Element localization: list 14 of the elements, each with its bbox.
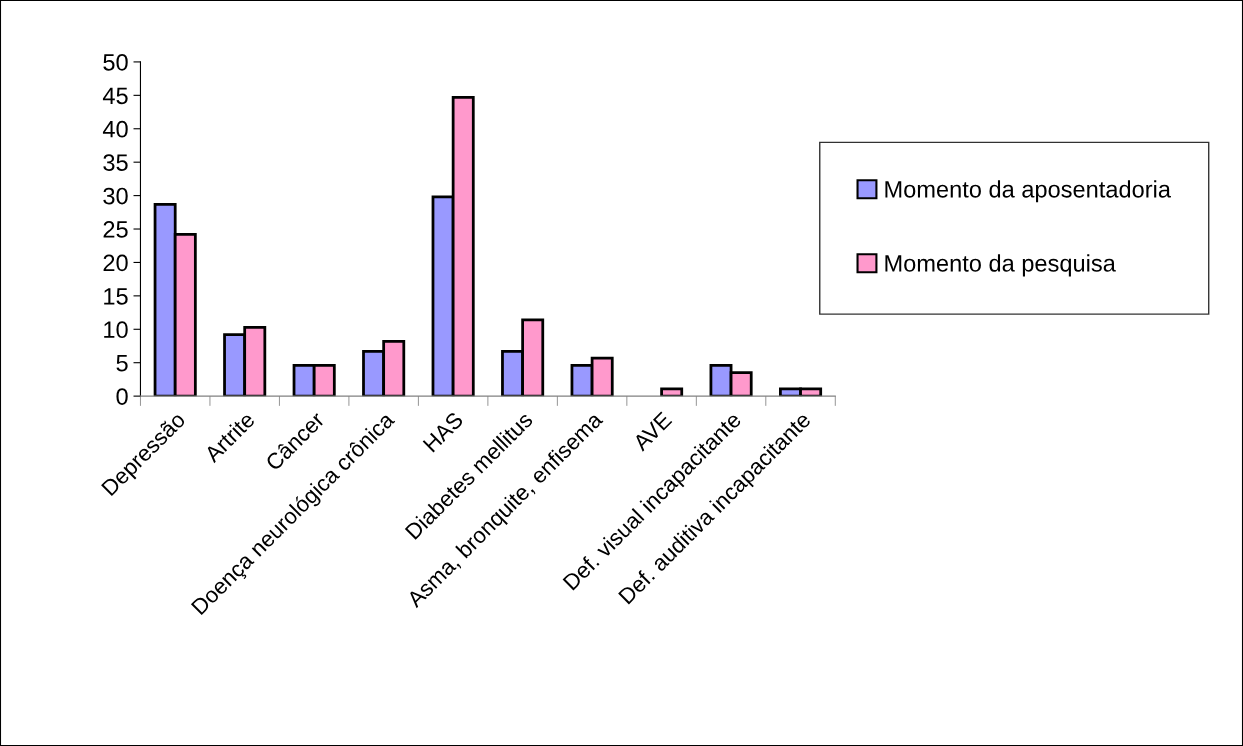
legend-label: Momento da aposentadoria: [885, 180, 1171, 203]
y-tick-label: 25: [103, 221, 128, 238]
y-tick-label: 45: [102, 87, 128, 105]
y-tick-label: 20: [103, 254, 128, 272]
y-tick-label: 40: [102, 120, 128, 138]
y-tick-label: 50: [103, 53, 128, 71]
y-tick-label: 0: [116, 388, 128, 405]
y-tick-label: 15: [104, 288, 128, 305]
y-tick-label: 30: [103, 187, 128, 205]
bar: [660, 387, 684, 397]
legend-label: Momento da pesquisa: [885, 254, 1116, 277]
y-tick-label: 5: [116, 355, 128, 372]
y-tick-label: 35: [103, 154, 128, 171]
y-tick-label: 10: [104, 321, 128, 339]
